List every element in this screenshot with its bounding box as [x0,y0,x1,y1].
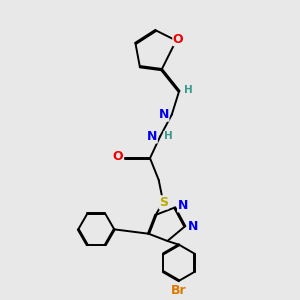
Text: Br: Br [171,284,187,297]
Text: N: N [158,108,169,121]
Text: S: S [159,196,168,209]
Text: N: N [147,130,157,143]
Text: H: H [164,131,173,141]
Text: N: N [188,220,198,233]
Text: O: O [113,150,123,163]
Text: O: O [173,33,184,46]
Text: N: N [178,199,188,212]
Text: H: H [184,85,193,95]
